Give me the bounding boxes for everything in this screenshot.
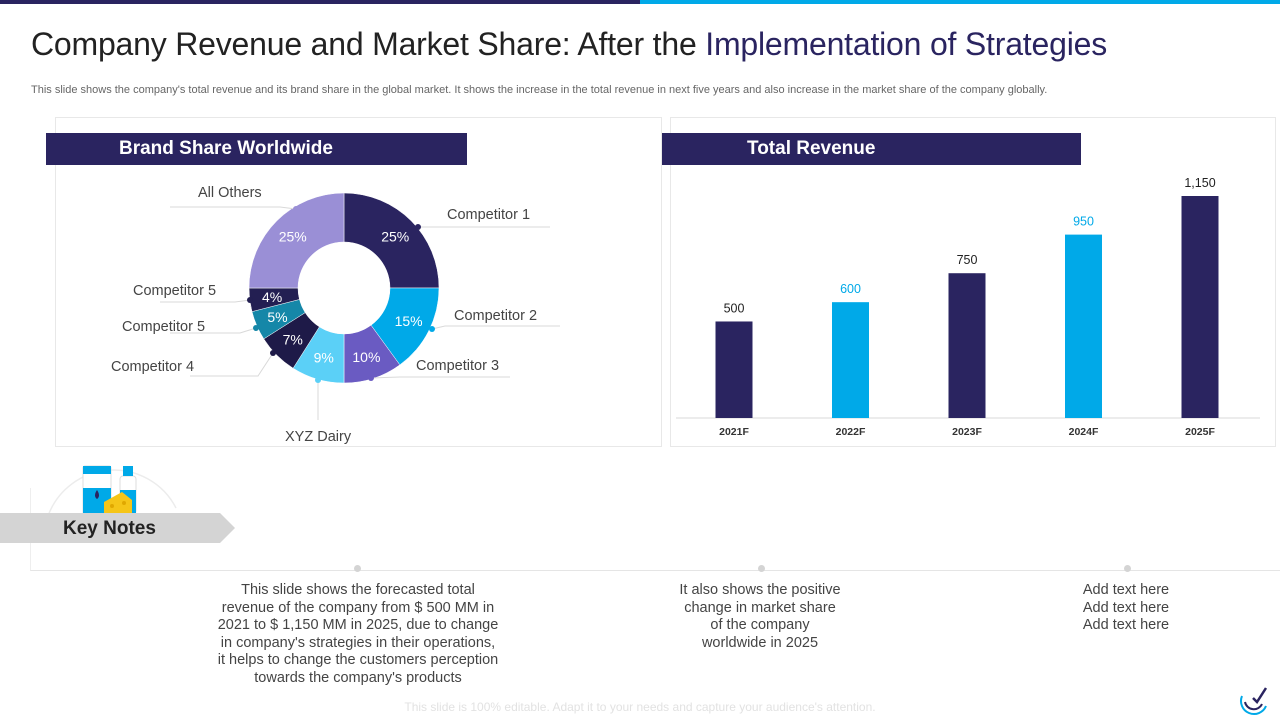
page-subtitle: This slide shows the company's total rev… (31, 84, 1048, 96)
leader-dot-competitor-5a (253, 325, 259, 331)
donut-slice-value: 25% (279, 229, 307, 245)
footer-editable-note: This slide is 100% editable. Adapt it to… (404, 700, 876, 714)
leader-dot-competitor-4 (270, 350, 276, 356)
key-notes-label-arrow (0, 513, 235, 543)
key-note-3-line: Add text here (1082, 617, 1170, 634)
revenue-header: Total Revenue (662, 133, 1081, 165)
key-note-1-line: 2021 to $ 1,150 MM in 2025, due to chang… (217, 617, 499, 634)
key-note-dot-3 (1124, 565, 1131, 572)
legend-competitor-2: Competitor 2 (454, 308, 537, 324)
donut-slice-value: 25% (381, 229, 409, 245)
key-note-3-line: Add text here (1082, 599, 1170, 616)
leader-competitor-5b (160, 299, 251, 303)
donut-slice-all-others (248, 192, 345, 289)
leader-competitor-5a (170, 327, 257, 334)
donut-slice-competitor-1 (343, 192, 440, 289)
donut-slice-value: 10% (352, 349, 380, 365)
key-note-1-line: towards the company's products (254, 669, 462, 686)
brand-logo-icon (1240, 687, 1268, 715)
bar-2023F (948, 273, 986, 418)
bar-value-label: 950 (1073, 215, 1094, 229)
donut-slice-value: 15% (395, 313, 423, 329)
leader-dot-competitor-1 (415, 224, 421, 230)
bar-category-label: 2024F (1069, 426, 1099, 438)
leader-competitor-2 (431, 325, 560, 330)
donut-slice-value: 5% (267, 309, 287, 325)
bar-2025F (1181, 196, 1219, 418)
bar-value-label: 500 (724, 301, 745, 315)
key-note-1-line: revenue of the company from $ 500 MM in (221, 599, 495, 616)
key-note-1-line: in company's strategies in their operati… (220, 634, 496, 651)
bar-category-label: 2022F (836, 426, 866, 438)
key-note-3-line: Add text here (1082, 582, 1170, 598)
leader-competitor-4 (190, 352, 274, 377)
brand-share-header: Brand Share Worldwide (46, 133, 467, 165)
key-note-1-line: it helps to change the customers percept… (217, 652, 499, 669)
legend-competitor-5a: Competitor 5 (122, 319, 205, 335)
page-title-main: Company Revenue and Market Share: After … (31, 26, 697, 62)
leader-dot-competitor-2 (429, 326, 435, 332)
bar-value-label: 600 (840, 282, 861, 296)
bar-category-label: 2023F (952, 426, 982, 438)
key-note-1-line: This slide shows the forecasted total (241, 582, 475, 598)
key-note-dot-1 (354, 565, 361, 572)
leader-dot-xyz-dairy (315, 377, 321, 383)
bar-value-label: 750 (957, 253, 978, 267)
key-note-2: It also shows the positive change in mar… (640, 582, 880, 652)
leader-dot-competitor-3 (368, 375, 374, 381)
leader-dot-competitor-5b (247, 297, 253, 303)
top-accent-bar-cyan (640, 0, 1280, 4)
bar-value-label: 1,150 (1184, 176, 1215, 190)
bar-category-label: 2021F (719, 426, 749, 438)
page-title-accent: Implementation of Strategies (705, 26, 1107, 62)
legend-competitor-3: Competitor 3 (416, 358, 499, 374)
leader-competitor-3 (370, 376, 510, 379)
dairy-products-icon (47, 465, 177, 517)
legend-competitor-1: Competitor 1 (447, 207, 530, 223)
donut-slice-value: 9% (314, 350, 334, 366)
legend-xyz-dairy: XYZ Dairy (285, 429, 352, 445)
donut-slice-value: 7% (283, 331, 303, 347)
legend-all-others: All Others (198, 185, 262, 201)
legend-competitor-5b: Competitor 5 (133, 283, 216, 299)
bar-category-label: 2025F (1185, 426, 1215, 438)
bar-2022F (832, 302, 869, 418)
key-note-dot-2 (758, 565, 765, 572)
page-title: Company Revenue and Market Share: After … (31, 26, 1107, 63)
bar-2024F (1065, 234, 1102, 418)
brand-share-panel (55, 117, 662, 447)
key-notes-label: Key Notes (63, 518, 156, 539)
leader-dot-all-others (293, 206, 299, 212)
key-note-2-line: worldwide in 2025 (701, 634, 819, 651)
donut-leaders (160, 206, 560, 420)
key-note-2-line: of the company (710, 617, 810, 634)
key-note-2-line: It also shows the positive (679, 582, 841, 598)
bar-2021F (715, 321, 753, 418)
leader-all-others (170, 206, 297, 210)
key-note-2-line: change in market share (684, 599, 836, 616)
key-note-3: Add text here Add text here Add text her… (1046, 582, 1206, 635)
top-accent-bar-navy (0, 0, 640, 4)
key-note-1: This slide shows the forecasted total re… (200, 582, 516, 688)
donut-slice-value: 4% (262, 289, 282, 305)
legend-competitor-4: Competitor 4 (111, 359, 194, 375)
